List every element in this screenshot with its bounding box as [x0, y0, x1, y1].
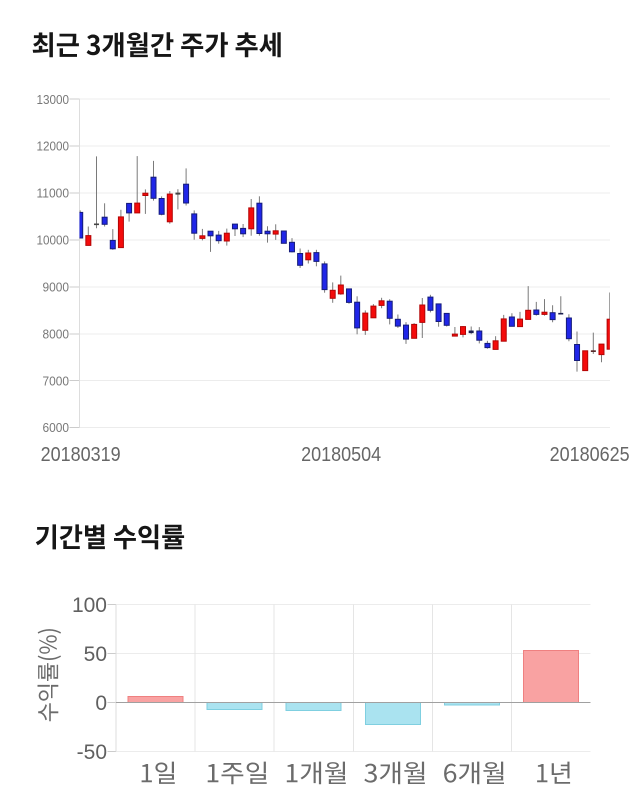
svg-text:0: 0: [95, 692, 107, 715]
svg-text:8000: 8000: [43, 326, 70, 341]
svg-text:10000: 10000: [37, 233, 70, 248]
svg-text:7000: 7000: [43, 373, 70, 388]
svg-text:20180625: 20180625: [550, 444, 630, 466]
svg-text:20180504: 20180504: [301, 444, 381, 466]
svg-text:12000: 12000: [37, 139, 70, 154]
svg-text:9000: 9000: [43, 280, 70, 295]
svg-text:20180319: 20180319: [41, 444, 121, 466]
svg-text:11000: 11000: [37, 186, 70, 201]
svg-text:50: 50: [84, 643, 107, 666]
svg-text:-50: -50: [77, 741, 107, 764]
svg-text:13000: 13000: [37, 92, 70, 107]
svg-text:100: 100: [72, 594, 107, 617]
svg-text:6000: 6000: [43, 420, 70, 435]
